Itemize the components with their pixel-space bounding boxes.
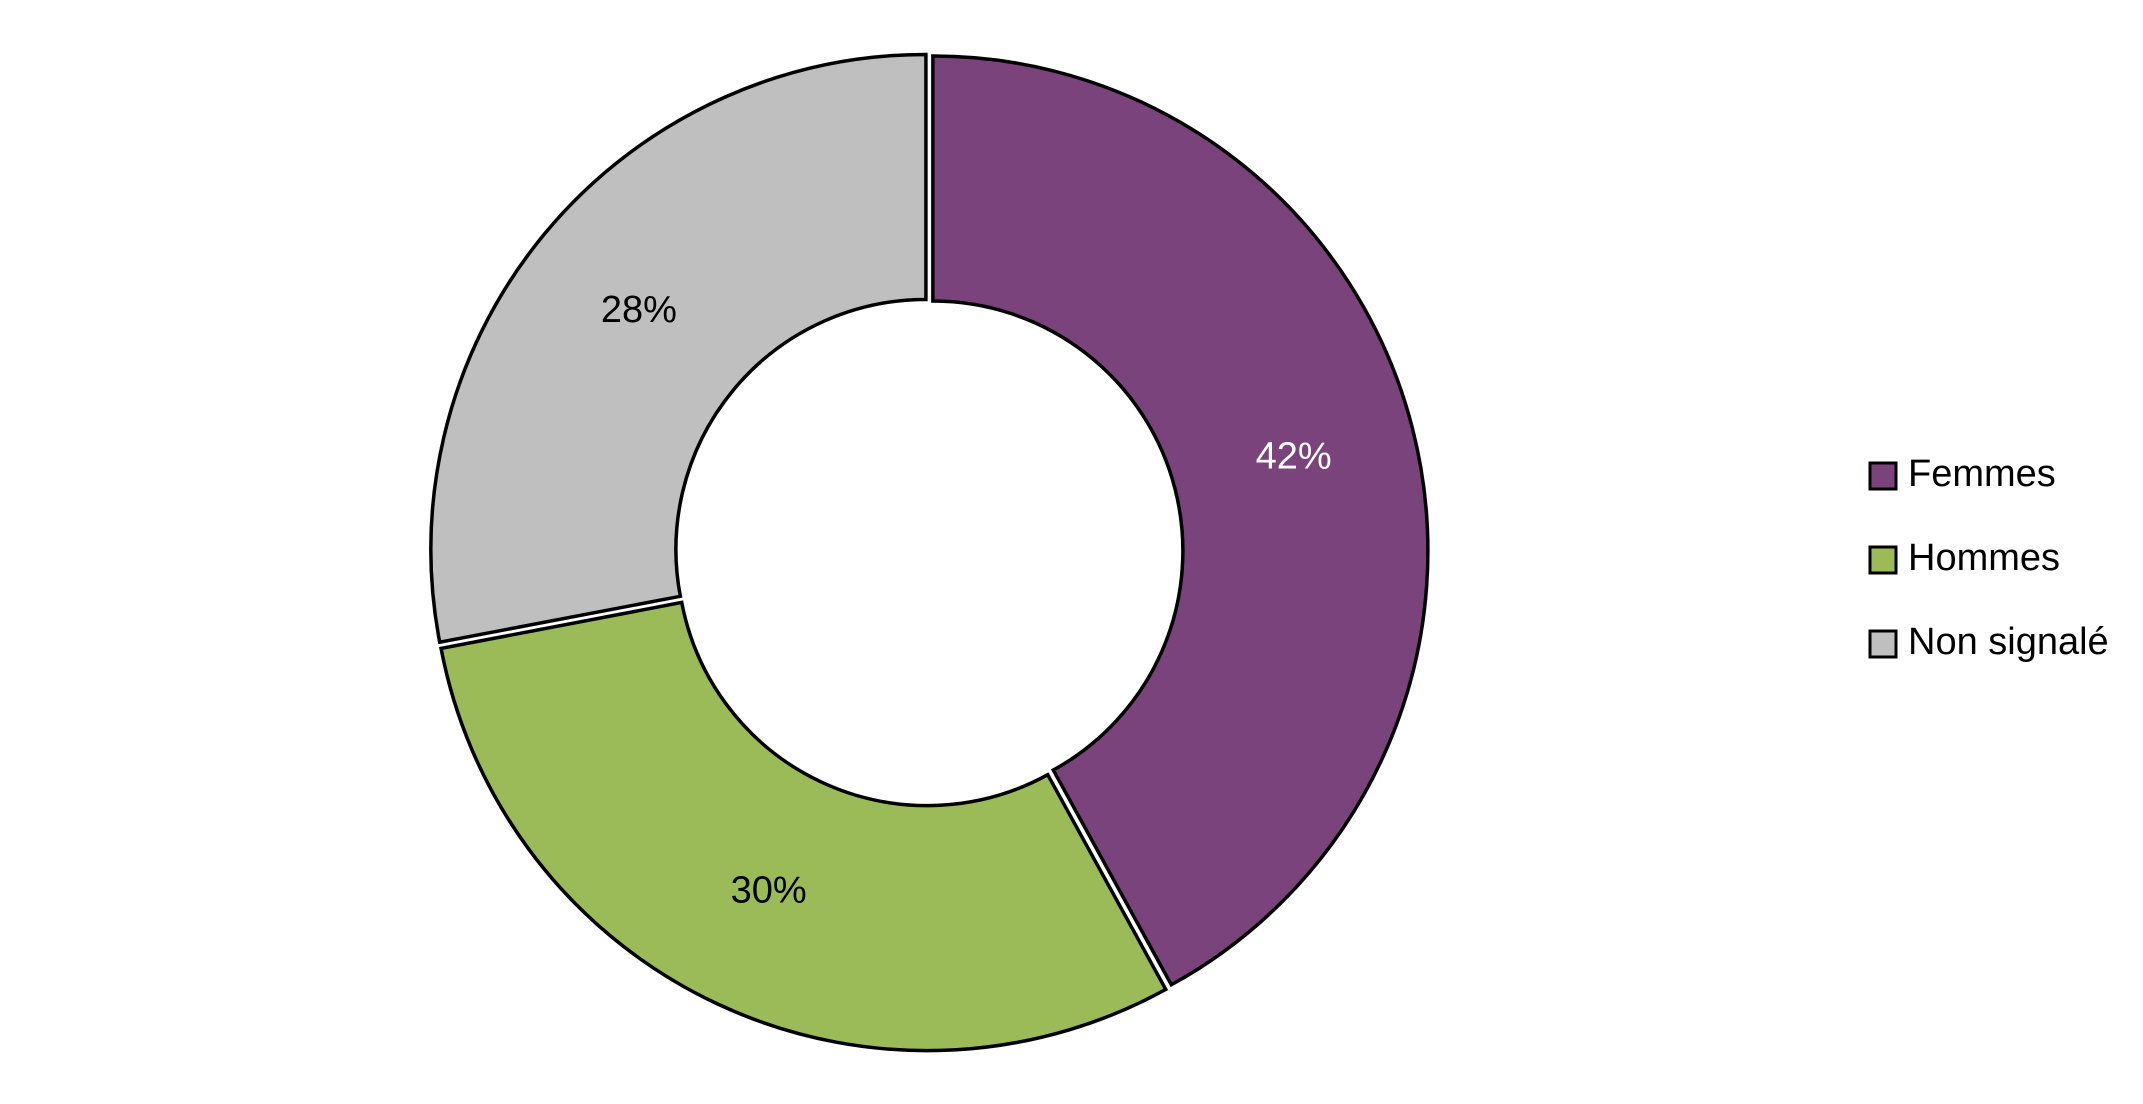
donut-slice — [931, 54, 1430, 988]
legend-swatch — [1868, 629, 1898, 659]
donut-slice — [429, 52, 928, 645]
legend-label: Hommes — [1908, 537, 2060, 579]
data-label: 30% — [731, 870, 807, 912]
legend-swatch — [1868, 461, 1898, 491]
legend-label: Femmes — [1908, 453, 2056, 495]
data-label: 42% — [1256, 435, 1332, 477]
legend-label: Non signalé — [1908, 621, 2109, 663]
legend-swatch — [1868, 545, 1898, 575]
donut-slice — [439, 600, 1169, 1053]
data-label: 28% — [601, 289, 677, 331]
